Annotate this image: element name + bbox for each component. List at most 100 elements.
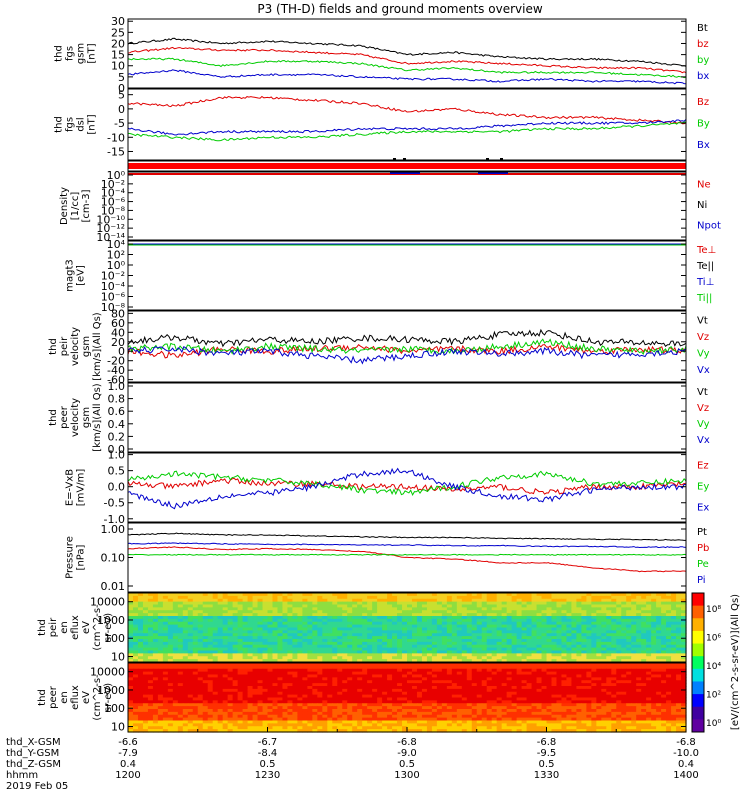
heatmap-cell bbox=[656, 636, 662, 640]
heatmap-cell bbox=[456, 665, 463, 670]
heatmap-cell bbox=[167, 604, 174, 608]
heatmap-cell bbox=[347, 598, 353, 603]
heatmap-cell bbox=[651, 688, 657, 693]
heatmap-cell bbox=[601, 668, 607, 673]
heatmap-cell bbox=[152, 627, 159, 631]
heatmap-cell bbox=[501, 627, 508, 631]
heatmap-cell bbox=[287, 694, 294, 699]
heatmap-cell bbox=[137, 694, 144, 699]
heatmap-cell bbox=[387, 639, 393, 643]
heatmap-cell bbox=[621, 618, 627, 623]
heatmap-cell bbox=[177, 639, 184, 643]
heatmap-cell bbox=[347, 610, 353, 614]
heatmap-cell bbox=[666, 711, 672, 716]
heatmap-cell bbox=[282, 595, 289, 600]
heatmap-cell bbox=[411, 636, 418, 640]
heatmap-cell bbox=[626, 663, 632, 667]
heatmap-cell bbox=[466, 668, 473, 673]
heatmap-cell bbox=[297, 703, 303, 707]
heatmap-cell bbox=[566, 683, 573, 687]
heatmap-cell bbox=[511, 639, 518, 643]
heatmap-cell bbox=[611, 703, 617, 707]
heatmap-cell bbox=[651, 656, 657, 660]
heatmap-cell bbox=[501, 680, 508, 684]
heatmap-cell bbox=[242, 616, 249, 620]
heatmap-cell bbox=[287, 674, 294, 678]
heatmap-cell bbox=[596, 618, 602, 623]
heatmap-cell bbox=[322, 624, 328, 629]
heatmap-cell bbox=[541, 607, 548, 611]
heatmap-cell bbox=[267, 593, 274, 597]
heatmap-cell bbox=[501, 613, 508, 617]
heatmap-cell bbox=[302, 639, 308, 643]
heatmap-cell bbox=[546, 621, 553, 626]
heatmap-cell bbox=[501, 709, 508, 713]
heatmap-cell bbox=[496, 633, 503, 637]
heatmap-cell bbox=[327, 671, 333, 676]
heatmap-cell bbox=[222, 616, 229, 620]
heatmap-cell bbox=[247, 674, 254, 678]
heatmap-cell bbox=[402, 647, 408, 652]
heatmap-cell bbox=[372, 694, 378, 699]
heatmap-cell bbox=[516, 639, 523, 643]
heatmap-cell bbox=[531, 691, 538, 696]
heatmap-cell bbox=[666, 659, 672, 663]
heatmap-cell bbox=[656, 688, 662, 693]
heatmap-cell bbox=[436, 709, 443, 713]
heatmap-cell bbox=[611, 700, 617, 704]
heatmap-cell bbox=[367, 630, 373, 634]
heatmap-cell bbox=[461, 659, 468, 663]
heatmap-cell bbox=[277, 694, 284, 699]
heatmap-cell bbox=[596, 607, 602, 611]
heatmap-cell bbox=[461, 668, 468, 673]
heatmap-cell bbox=[262, 663, 269, 667]
heatmap-cell bbox=[257, 711, 264, 716]
heatmap-cell bbox=[411, 677, 418, 681]
heatmap-cell bbox=[337, 610, 343, 614]
heatmap-cell bbox=[322, 668, 328, 673]
heatmap-cell bbox=[392, 624, 398, 629]
heatmap-cell bbox=[128, 618, 134, 623]
heatmap-cell bbox=[566, 674, 573, 678]
heatmap-cell bbox=[461, 639, 468, 643]
heatmap-cell bbox=[357, 697, 363, 701]
heatmap-cell bbox=[676, 636, 682, 640]
heatmap-cell bbox=[172, 653, 179, 657]
heatmap-cell bbox=[526, 677, 533, 681]
heatmap-cell bbox=[556, 694, 563, 699]
heatmap-cell bbox=[681, 700, 687, 704]
heatmap-cell bbox=[137, 703, 144, 707]
heatmap-cell bbox=[247, 607, 254, 611]
heatmap-cell bbox=[666, 618, 672, 623]
heatmap-cell bbox=[461, 593, 468, 597]
heatmap-cell bbox=[342, 671, 348, 676]
heatmap-cell bbox=[546, 694, 553, 699]
heatmap-cell bbox=[382, 709, 388, 713]
heatmap-cell bbox=[551, 674, 558, 678]
heatmap-cell bbox=[367, 618, 373, 623]
heatmap-cell bbox=[506, 711, 513, 716]
heatmap-cell bbox=[501, 671, 508, 676]
heatmap-cell bbox=[152, 633, 159, 637]
heatmap-cell bbox=[247, 627, 254, 631]
heatmap-cell bbox=[202, 598, 209, 603]
heatmap-cell bbox=[476, 703, 483, 707]
heatmap-cell bbox=[516, 633, 523, 637]
heatmap-cell bbox=[631, 683, 637, 687]
heatmap-cell bbox=[646, 683, 652, 687]
heatmap-cell bbox=[257, 641, 264, 646]
heatmap-cell bbox=[451, 607, 458, 611]
heatmap-cell bbox=[242, 677, 249, 681]
heatmap-cell bbox=[506, 604, 513, 608]
heatmap-cell bbox=[182, 633, 189, 637]
heatmap-cell bbox=[666, 686, 672, 690]
heatmap-cell bbox=[556, 641, 563, 646]
heatmap-cell bbox=[217, 650, 224, 654]
heatmap-cell bbox=[481, 659, 488, 663]
heatmap-cell bbox=[611, 598, 617, 603]
heatmap-cell bbox=[307, 641, 313, 646]
heatmap-cell bbox=[496, 677, 503, 681]
heatmap-cell bbox=[128, 686, 134, 690]
heatmap-cell bbox=[312, 641, 318, 646]
heatmap-cell bbox=[641, 671, 647, 676]
